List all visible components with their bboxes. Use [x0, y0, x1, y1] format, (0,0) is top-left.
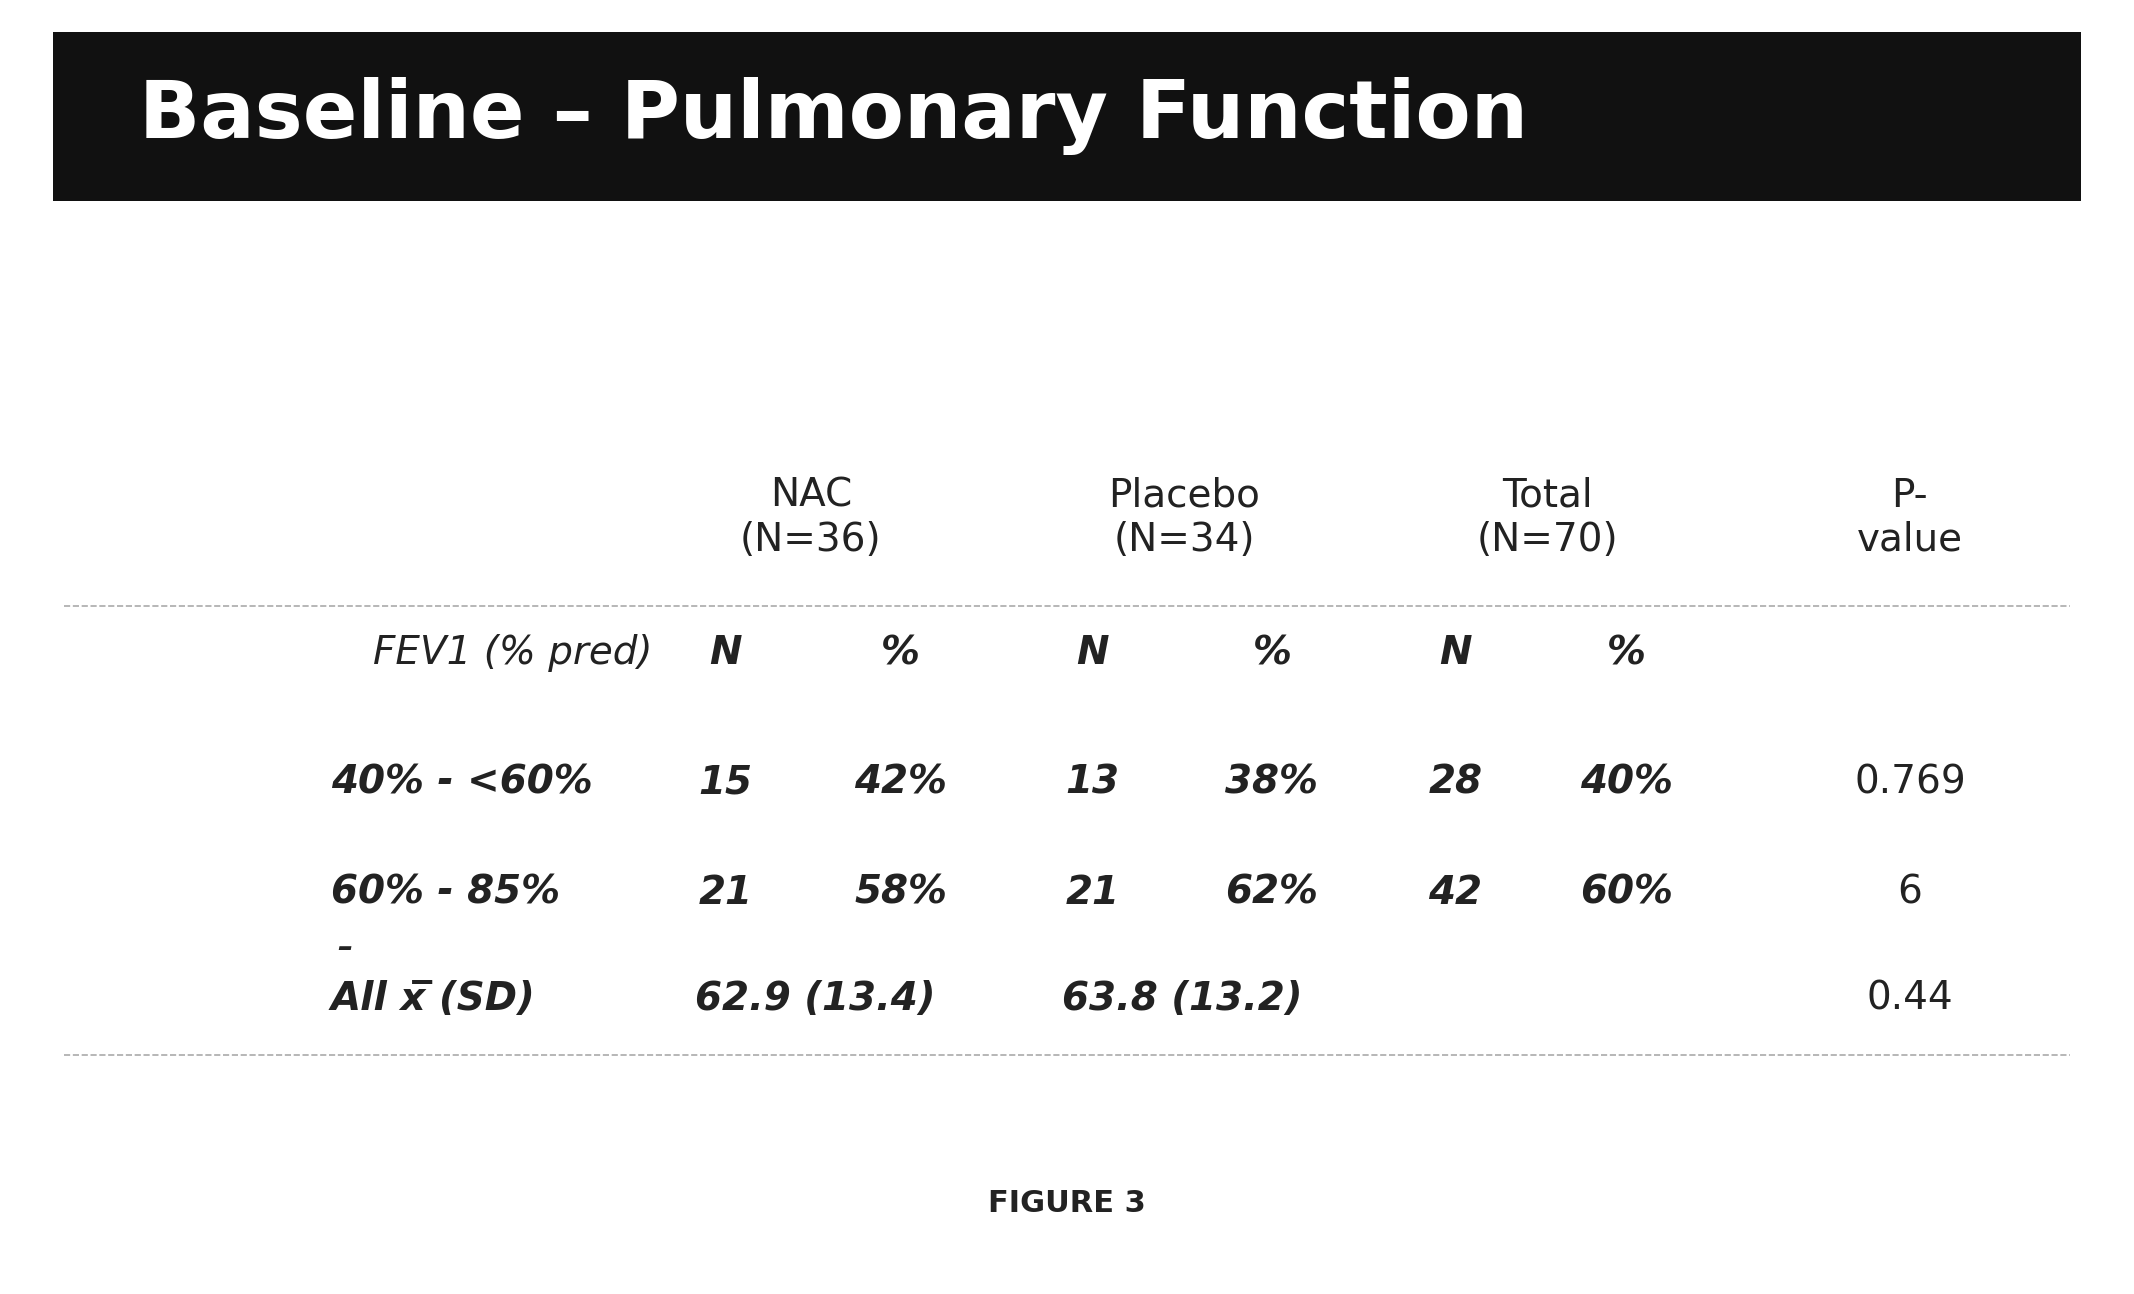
- Text: Baseline – Pulmonary Function: Baseline – Pulmonary Function: [139, 78, 1528, 155]
- Text: 42%: 42%: [854, 763, 947, 802]
- Text: FIGURE 3: FIGURE 3: [988, 1189, 1146, 1218]
- Text: 21: 21: [1065, 873, 1120, 912]
- Text: 42: 42: [1428, 873, 1483, 912]
- Text: 21: 21: [698, 873, 753, 912]
- Text: Placebo
(N=34): Placebo (N=34): [1108, 476, 1261, 559]
- Text: 63.8 (13.2): 63.8 (13.2): [1063, 980, 1302, 1018]
- Text: N: N: [1076, 634, 1110, 673]
- Text: 13: 13: [1065, 763, 1120, 802]
- Text: %: %: [1607, 634, 1645, 673]
- Text: Total
(N=70): Total (N=70): [1477, 476, 1618, 559]
- Text: N: N: [708, 634, 743, 673]
- Text: NAC
(N=36): NAC (N=36): [740, 476, 881, 559]
- Text: 40%: 40%: [1579, 763, 1673, 802]
- Text: 62%: 62%: [1225, 873, 1319, 912]
- Text: 0.769: 0.769: [1854, 763, 1965, 802]
- Text: %: %: [1253, 634, 1291, 673]
- Text: 28: 28: [1428, 763, 1483, 802]
- Text: 0.44: 0.44: [1867, 980, 1953, 1018]
- FancyBboxPatch shape: [53, 32, 2081, 201]
- Text: 15: 15: [698, 763, 753, 802]
- Text: –: –: [337, 933, 352, 961]
- Text: 38%: 38%: [1225, 763, 1319, 802]
- Text: 6: 6: [1897, 873, 1923, 912]
- Text: P-
value: P- value: [1857, 476, 1963, 559]
- Text: All x̅ (SD): All x̅ (SD): [331, 980, 536, 1018]
- Text: 60% - 85%: 60% - 85%: [331, 873, 559, 912]
- Text: 40% - <60%: 40% - <60%: [331, 763, 593, 802]
- Text: 58%: 58%: [854, 873, 947, 912]
- Text: N: N: [1438, 634, 1472, 673]
- Text: 62.9 (13.4): 62.9 (13.4): [696, 980, 935, 1018]
- Text: 60%: 60%: [1579, 873, 1673, 912]
- Text: FEV1 (% pred): FEV1 (% pred): [373, 634, 653, 673]
- Text: %: %: [881, 634, 920, 673]
